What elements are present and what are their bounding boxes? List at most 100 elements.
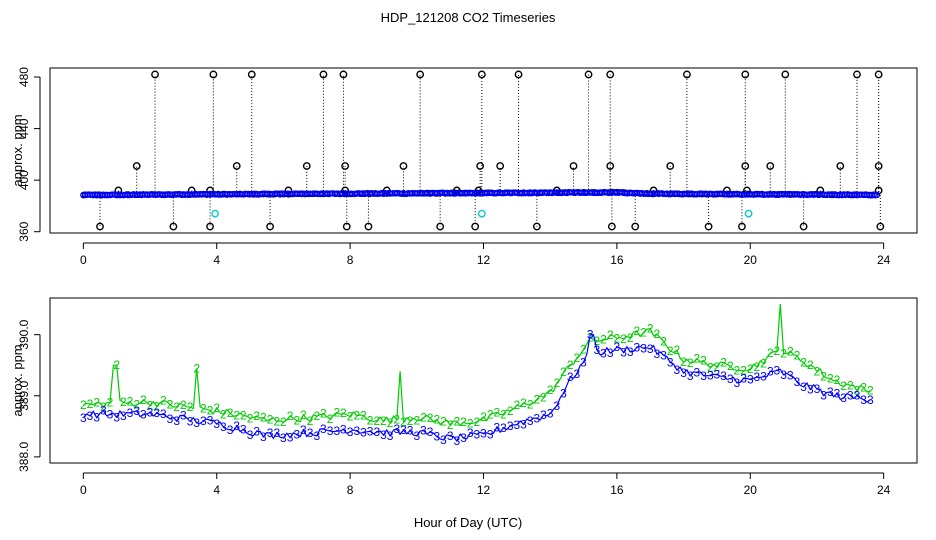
series-3-marker: 3	[640, 341, 647, 355]
series-3-marker: 3	[227, 423, 234, 437]
series-3-marker: 3	[187, 414, 194, 428]
series-3-marker: 3	[200, 414, 207, 428]
series-2-marker: 2	[353, 409, 360, 423]
series-2-marker: 2	[240, 409, 247, 423]
series-2-marker: 2	[393, 413, 400, 427]
series-3-marker: 3	[313, 429, 320, 443]
series-3-marker: 3	[327, 424, 334, 438]
series-3-marker: 3	[800, 380, 807, 394]
series-3-marker: 3	[267, 426, 274, 440]
series-3-marker: 3	[487, 427, 494, 441]
top-panel: 0 4 8 12 16 20 24 360 400 440 480 approx. ppm	[10, 67, 918, 267]
series-3-marker: 3	[453, 434, 460, 448]
series-2-marker: 2	[740, 364, 747, 378]
bottom-x-tick-label: 20	[744, 483, 758, 497]
top-y-tick-label: 400	[17, 170, 31, 190]
bottom-x-tick-label: 8	[347, 483, 354, 497]
series-2-marker: 2	[333, 405, 340, 419]
top-low-spike-point	[169, 222, 178, 231]
series-2-marker: 2	[560, 365, 567, 379]
series-2-marker: 2	[647, 322, 654, 336]
series-2-marker: 2	[867, 384, 874, 398]
series-3-marker: 3	[493, 420, 500, 434]
bottom-plot-frame	[49, 297, 918, 464]
series-3-marker: 3	[520, 417, 527, 431]
series-2-marker: 2	[520, 396, 527, 410]
series-2-marker: 2	[120, 395, 127, 409]
series-2-marker: 2	[480, 410, 487, 424]
series-2-marker: 2	[193, 361, 200, 375]
series-2-marker: 2	[287, 409, 294, 423]
series-2-marker: 2	[427, 411, 434, 425]
series-2-marker: 2	[93, 396, 100, 410]
series-3-marker: 3	[93, 411, 100, 425]
top-low-spike-point	[436, 222, 445, 231]
top-bump-point	[723, 186, 731, 195]
series-3-marker: 3	[287, 431, 294, 445]
series-2-marker: 2	[420, 411, 427, 425]
series-3-marker: 3	[253, 424, 260, 438]
series-2-marker: 2	[207, 403, 214, 417]
top-low-spike-point	[206, 222, 214, 231]
top-high-spike-point	[477, 70, 486, 79]
series-3-marker: 3	[687, 369, 694, 383]
top-bump-point	[284, 186, 293, 195]
series-2-marker: 2	[380, 414, 387, 428]
top-mid-spike-point	[132, 162, 141, 170]
series-2-marker: 2	[727, 359, 734, 373]
series-3-marker: 3	[233, 419, 240, 433]
chart-title: HDP_121208 CO2 Timeseries	[381, 10, 556, 25]
series-3-marker: 3	[740, 371, 747, 385]
top-cyan-point	[211, 209, 219, 218]
series-3-marker: 3	[567, 370, 574, 384]
top-y-axis-label: approx. ppm	[10, 114, 25, 186]
top-high-spike-point	[606, 70, 615, 79]
series-2-marker: 2	[413, 413, 420, 427]
series-3-marker: 3	[247, 428, 254, 442]
series-2-marker: 2	[634, 324, 641, 338]
series-3-marker: 3	[700, 369, 707, 383]
series-2-marker: 2	[754, 360, 761, 374]
top-baseline-point-blue	[873, 191, 881, 198]
series-2-marker: 2	[293, 413, 300, 427]
top-x-tick-label: 16	[610, 253, 624, 267]
series-2-marker: 2	[513, 398, 520, 412]
series-3-marker: 3	[273, 426, 280, 440]
series-3-marker: 3	[794, 375, 801, 389]
bottom-x-tick-label: 24	[877, 483, 891, 497]
series-2-marker: 2	[840, 379, 847, 393]
series-3-marker: 3	[807, 383, 814, 397]
top-low-spike-point	[96, 222, 104, 231]
series-2-marker: 2	[640, 325, 647, 339]
series-2-marker: 2	[794, 349, 801, 363]
series-3-marker: 3	[654, 347, 661, 361]
top-low-spike-point	[607, 222, 616, 231]
series-3-marker: 3	[420, 424, 427, 438]
series-3-marker: 3	[760, 370, 767, 384]
series-2-marker: 2	[567, 358, 574, 372]
series-3-marker: 3	[373, 425, 380, 439]
series-3-marker: 3	[473, 427, 480, 441]
top-mid-spike-point	[496, 162, 505, 170]
top-high-spike-point	[683, 70, 691, 79]
top-high-spike-point	[741, 70, 750, 79]
series-3-marker: 3	[147, 406, 154, 420]
series-2-marker: 2	[247, 411, 254, 425]
series-3-marker: 3	[534, 411, 541, 425]
series-2-marker: 2	[100, 400, 107, 414]
series-3-marker: 3	[467, 426, 474, 440]
top-bump-point	[187, 186, 196, 195]
series-3-marker: 3	[173, 414, 180, 428]
top-mid-spike-point	[741, 162, 750, 170]
series-2-marker: 2	[80, 398, 87, 412]
series-2-marker: 2	[854, 384, 861, 398]
series-3-marker: 3	[107, 408, 114, 422]
series-3-marker: 3	[240, 423, 247, 437]
series-2-marker: 2	[187, 400, 194, 414]
series-2-marker: 2	[807, 358, 814, 372]
series-2-marker: 2	[87, 397, 94, 411]
bottom-y-tick-label: 388.0	[17, 442, 31, 472]
series-2-marker: 2	[307, 414, 314, 428]
series-3-marker: 3	[620, 346, 627, 360]
series-3-marker: 3	[340, 423, 347, 437]
